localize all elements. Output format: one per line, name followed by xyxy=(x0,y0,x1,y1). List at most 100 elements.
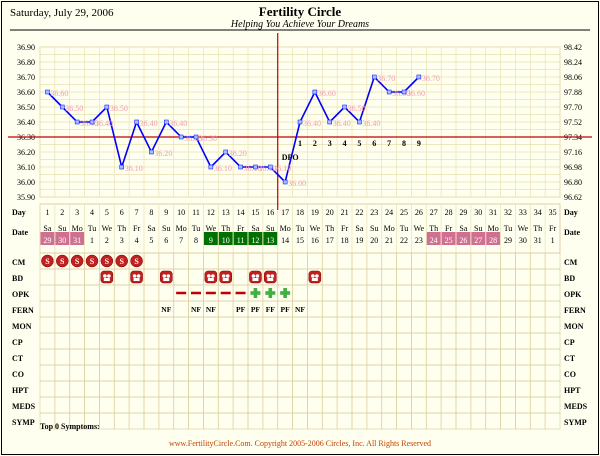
date-label: 7 xyxy=(179,236,183,245)
weekday-label: Sa xyxy=(147,224,155,233)
day-number: 5 xyxy=(105,208,109,217)
bd-marker-base xyxy=(267,278,274,281)
y-right-tick: 98.24 xyxy=(564,58,582,67)
temperature-line xyxy=(46,75,420,184)
date-label: 15 xyxy=(296,236,304,245)
row-label-fern: FERN xyxy=(12,306,34,315)
date-label: 12 xyxy=(251,236,259,245)
bd-marker xyxy=(130,270,143,284)
day-number: 13 xyxy=(222,208,230,217)
day-number: 23 xyxy=(370,208,378,217)
weekday-label: We xyxy=(310,224,321,233)
y-left-tick: 36.80 xyxy=(17,58,35,67)
fern-label: PF xyxy=(281,305,291,314)
bd-marker-dot xyxy=(311,274,315,278)
row-label-opk: OPK xyxy=(12,290,30,299)
weekday-label: Su xyxy=(370,224,378,233)
row-label-right-bd: BD xyxy=(564,274,575,283)
dpo-number: 5 xyxy=(357,139,361,148)
date-label: 30 xyxy=(58,236,66,245)
date-label: 17 xyxy=(326,236,334,245)
weekday-label: Sa xyxy=(43,224,51,233)
temperature-point xyxy=(60,104,65,110)
y-right-tick: 98.42 xyxy=(564,43,582,52)
point-label: 36.60 xyxy=(392,89,410,98)
period-marker xyxy=(115,254,128,268)
date-highlight xyxy=(218,232,233,245)
bd-marker-dot xyxy=(166,274,171,278)
dpo-number: 6 xyxy=(372,139,376,148)
date-label: 29 xyxy=(43,236,51,245)
point-label: 36.40 xyxy=(333,119,351,128)
weekday-label: We xyxy=(414,224,425,233)
period-marker xyxy=(56,254,69,268)
bd-marker-base xyxy=(207,278,214,281)
point-label: 36.40 xyxy=(140,119,158,128)
date-label: 26 xyxy=(459,236,467,245)
day-number: 3 xyxy=(75,208,79,217)
bd-marker xyxy=(160,270,173,284)
temperature-point xyxy=(89,119,95,125)
row-label-meds: MEDS xyxy=(12,402,36,411)
date-label: 27 xyxy=(474,236,482,245)
date-label: 4 xyxy=(135,236,139,245)
bd-marker-dot xyxy=(211,274,215,278)
date-label: 19 xyxy=(355,236,363,245)
temperature-point xyxy=(119,164,124,170)
day-number: 28 xyxy=(445,208,453,217)
day-number: 21 xyxy=(341,208,349,217)
opk-positive-bar xyxy=(250,291,261,295)
point-label: 36.70 xyxy=(377,74,395,83)
bd-marker xyxy=(264,270,277,284)
date-label: 10 xyxy=(222,236,230,245)
date-label: 1 xyxy=(551,236,555,245)
temperature-point xyxy=(268,164,273,170)
period-marker-label: S xyxy=(75,257,80,266)
row-label-right-cp: CP xyxy=(564,338,575,347)
y-right-tick: 96.98 xyxy=(564,163,582,172)
temperature-point xyxy=(208,164,214,170)
point-label: 36.00 xyxy=(288,179,306,188)
date-label: 31 xyxy=(534,236,542,245)
day-number: 4 xyxy=(90,208,94,217)
temperature-point xyxy=(357,119,362,125)
bd-marker xyxy=(219,270,232,284)
row-label-bd: BD xyxy=(12,274,23,283)
y-right-tick: 96.62 xyxy=(564,193,582,202)
temperature-point xyxy=(312,89,318,95)
row-label-right-fern: FERN xyxy=(564,306,586,315)
date-label: 28 xyxy=(489,236,497,245)
row-label-date: Date xyxy=(12,228,28,237)
point-label: 36.70 xyxy=(422,74,440,83)
period-marker-label: S xyxy=(119,257,124,266)
y-left-tick: 36.20 xyxy=(17,148,35,157)
day-number: 30 xyxy=(474,208,482,217)
point-label: 36.60 xyxy=(50,89,68,98)
row-label-right-cm: CM xyxy=(564,258,578,267)
temperature-point xyxy=(372,74,377,80)
point-label: 36.30 xyxy=(199,134,217,143)
chart-subtitle: Helping You Achieve Your Dreams xyxy=(230,19,369,30)
point-label: 36.50 xyxy=(348,104,366,113)
period-marker-label: S xyxy=(60,257,65,266)
chart-marks: 36.6036.5036.4036.4036.5036.1036.4036.20… xyxy=(8,33,592,314)
date-label: 3 xyxy=(120,236,124,245)
row-label-right-ct: CT xyxy=(564,354,576,363)
row-label-hpt: HPT xyxy=(12,386,29,395)
day-number: 32 xyxy=(504,208,512,217)
point-label: 36.30 xyxy=(184,134,202,143)
bd-marker-dot xyxy=(225,274,230,278)
bd-marker-base xyxy=(252,278,259,281)
weekday-label: Su xyxy=(162,224,170,233)
period-marker xyxy=(85,254,99,268)
day-number: 6 xyxy=(120,208,124,217)
fern-label: NF xyxy=(206,305,216,314)
bd-marker-base xyxy=(163,278,170,281)
day-number: 35 xyxy=(549,208,557,217)
symptoms-label: Top 0 Symptoms: xyxy=(40,422,100,431)
period-marker-label: S xyxy=(105,257,110,266)
weekday-label: Su xyxy=(58,224,66,233)
row-label-ct: CT xyxy=(12,354,24,363)
